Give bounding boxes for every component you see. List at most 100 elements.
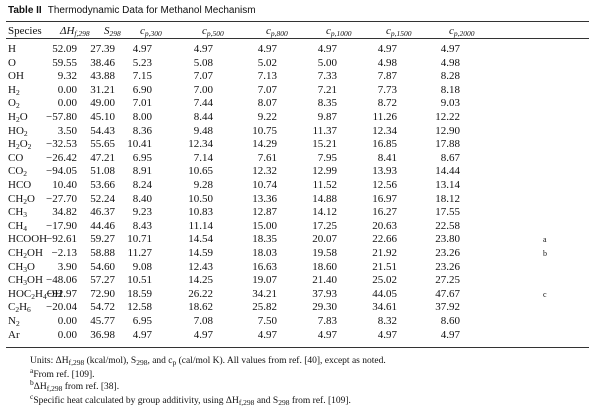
species-cell: H2O2 xyxy=(8,138,32,152)
value-cell: 7.61 xyxy=(257,151,277,164)
value-cell: 11.37 xyxy=(312,124,337,137)
value-cell: 13.14 xyxy=(435,179,460,191)
value-cell: −32.53 xyxy=(46,138,77,151)
footnote-marker: c xyxy=(30,392,34,401)
column-header: cp,1000 xyxy=(326,25,352,38)
header-sub: p,1500 xyxy=(390,29,412,38)
value-cell: 59.55 xyxy=(52,56,77,69)
value-cell: 23.26 xyxy=(435,260,460,273)
value-cell: 6.95 xyxy=(132,315,152,327)
value-cell: −92.61 xyxy=(46,233,77,246)
value-cell: 21.40 xyxy=(312,274,337,287)
footnote-text: f,298 xyxy=(238,398,255,407)
value-cell: 7.07 xyxy=(257,83,277,96)
value-cell: 12.58 xyxy=(127,301,152,314)
species-cell: CH3 xyxy=(8,206,28,220)
value-cell: 4.97 xyxy=(132,43,152,55)
footnote-text: 298 xyxy=(136,358,148,367)
value-cell: 8.60 xyxy=(440,315,460,327)
footnote-text: from ref. [38]. xyxy=(62,382,120,392)
value-cell: 31.21 xyxy=(90,83,115,96)
footnote-text: (cal/mol K). All values from ref. [40], … xyxy=(176,356,386,366)
species-cell: CH4 xyxy=(8,219,28,233)
value-cell: 18.03 xyxy=(252,247,277,259)
value-cell: 7.73 xyxy=(377,83,397,96)
species-cell: CH3OH xyxy=(8,274,43,288)
column-header: cp,2000 xyxy=(449,25,475,38)
value-cell: 18.35 xyxy=(252,233,277,246)
value-cell: 29.30 xyxy=(312,301,337,314)
header-text: c xyxy=(202,25,207,37)
value-cell: 9.03 xyxy=(440,97,460,110)
value-cell: 8.67 xyxy=(440,151,460,164)
value-cell: 52.09 xyxy=(52,43,77,55)
value-cell: 7.95 xyxy=(317,151,337,164)
value-cell: 7.50 xyxy=(257,315,277,327)
value-cell: 18.60 xyxy=(312,260,337,273)
value-cell: 54.43 xyxy=(90,124,115,137)
value-cell: 47.67 xyxy=(435,287,460,300)
species-cell: O xyxy=(8,56,16,69)
value-cell: 18.59 xyxy=(127,287,152,300)
species-cell: HO2 xyxy=(8,124,28,138)
column-header: cp,800 xyxy=(266,25,288,38)
value-cell: 27.25 xyxy=(435,274,460,287)
value-cell: 8.36 xyxy=(132,124,152,137)
value-cell: 25.02 xyxy=(372,274,397,287)
value-cell: 9.08 xyxy=(132,260,152,273)
top-rule xyxy=(6,21,589,22)
value-cell: 46.37 xyxy=(90,206,115,219)
header-text: S xyxy=(104,25,110,37)
footnote-text: f,298 xyxy=(68,358,85,367)
value-cell: 16.97 xyxy=(372,192,397,205)
value-cell: 8.24 xyxy=(132,179,152,191)
species-cell: HOC2H4OH xyxy=(8,287,63,301)
footnote-text: ΔH xyxy=(33,382,47,392)
value-cell: 4.97 xyxy=(257,43,277,55)
value-cell: 18.62 xyxy=(188,301,213,314)
header-sub: p,800 xyxy=(270,29,288,38)
footnote: aFrom ref. [109]. xyxy=(30,367,95,382)
value-cell: 23.80 xyxy=(435,233,460,246)
value-cell: 19.58 xyxy=(312,247,337,259)
value-cell: 14.88 xyxy=(312,192,337,205)
value-cell: 47.21 xyxy=(90,151,115,164)
value-cell: 7.15 xyxy=(132,70,152,83)
value-cell: 17.88 xyxy=(435,138,460,151)
value-cell: 7.21 xyxy=(317,83,337,96)
value-cell: 9.28 xyxy=(193,179,213,191)
value-cell: 45.10 xyxy=(90,111,115,123)
species-cell: CO xyxy=(8,151,24,164)
value-cell: 12.87 xyxy=(252,206,277,219)
value-cell: 6.95 xyxy=(132,151,152,164)
value-cell: 8.91 xyxy=(132,165,152,178)
footnote: Units: ΔHf,298 (kcal/mol), S298, and cp … xyxy=(30,355,386,368)
value-cell: −2.13 xyxy=(51,247,77,259)
bottom-rule xyxy=(6,347,589,348)
header-text: ΔH xyxy=(60,25,75,37)
species-cell: CO2 xyxy=(8,165,28,179)
species-cell: HCOOH xyxy=(8,233,48,246)
footnote-text: Units: ΔH xyxy=(30,356,69,366)
header-text: c xyxy=(386,25,391,37)
value-cell: 4.97 xyxy=(377,328,397,341)
value-cell: 12.32 xyxy=(252,165,277,178)
value-cell: 12.22 xyxy=(435,111,460,123)
value-cell: 10.51 xyxy=(127,274,152,287)
value-cell: 21.92 xyxy=(372,247,397,259)
value-cell: 15.21 xyxy=(312,138,337,151)
value-cell: 11.26 xyxy=(372,111,397,123)
value-cell: 34.21 xyxy=(252,287,277,300)
header-text: c xyxy=(449,25,454,37)
value-cell: 14.25 xyxy=(188,274,213,287)
value-cell: 0.00 xyxy=(57,83,77,96)
value-cell: −27.70 xyxy=(46,192,77,205)
species-cell: CH3O xyxy=(8,260,35,274)
note-marker: c xyxy=(543,289,547,299)
value-cell: 0.00 xyxy=(57,97,77,110)
value-cell: 7.08 xyxy=(193,315,213,327)
species-cell: O2 xyxy=(8,97,20,111)
value-cell: 22.66 xyxy=(372,233,397,246)
column-header: cp,300 xyxy=(140,25,162,38)
